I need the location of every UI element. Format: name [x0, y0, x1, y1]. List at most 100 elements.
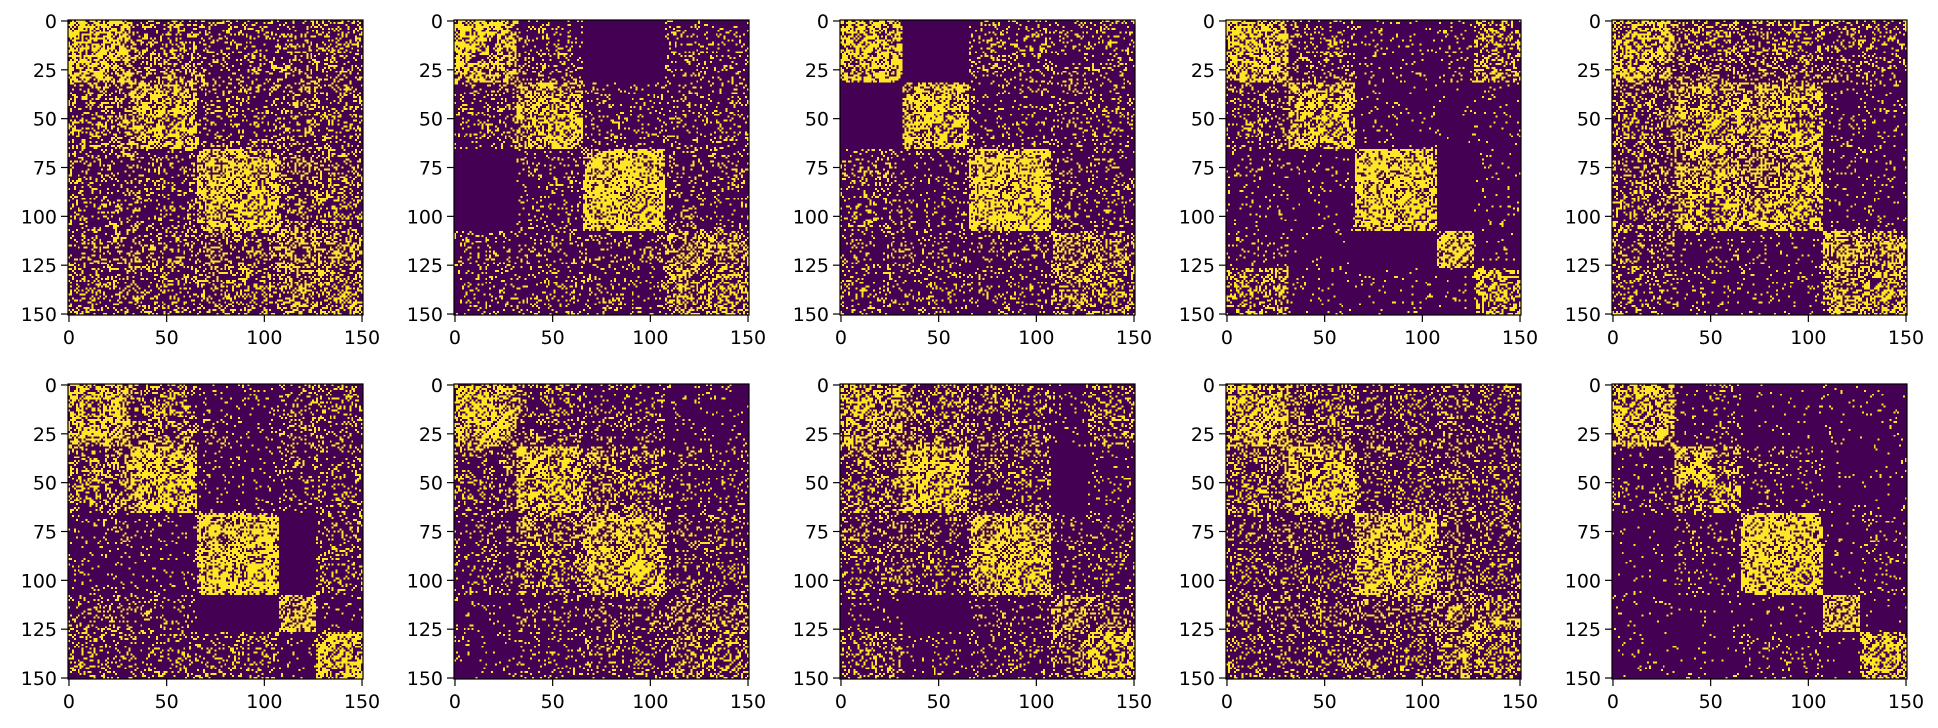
x-tick-label: 150 [1502, 327, 1538, 349]
y-tick-label: 0 [817, 11, 829, 33]
x-tick-label: 150 [344, 691, 380, 713]
adjacency-plot-r2c3: 0 50 100 150 0 25 50 75 100 125 150 [793, 375, 1152, 713]
y-tick-label: 0 [431, 375, 443, 397]
y-tick-label: 125 [1565, 255, 1601, 277]
heatmap-image [68, 384, 363, 679]
x-tick-label: 0 [1221, 327, 1233, 349]
adjacency-panel-r2c3: 0 50 100 150 0 25 50 75 100 125 150 [772, 364, 1152, 724]
y-tick-label: 25 [1191, 60, 1215, 82]
y-tick-label: 25 [805, 424, 829, 446]
y-tick-label: 50 [805, 109, 829, 131]
y-tick-label: 0 [1203, 11, 1215, 33]
y-tick-label: 100 [1565, 206, 1601, 228]
y-tick-label: 50 [33, 109, 57, 131]
adjacency-panel-r1c5: 0 50 100 150 0 25 50 75 100 125 150 [1544, 0, 1924, 360]
y-tick-label: 150 [1179, 304, 1215, 326]
y-tick-label: 125 [407, 619, 443, 641]
x-tick-label: 0 [835, 691, 847, 713]
x-tick-label: 0 [449, 691, 461, 713]
y-tick-label: 150 [1179, 668, 1215, 690]
y-tick-label: 50 [805, 473, 829, 495]
y-tick-label: 25 [1577, 60, 1601, 82]
x-tick-label: 0 [835, 327, 847, 349]
heatmap-image [840, 20, 1135, 315]
x-tick-label: 50 [541, 691, 565, 713]
y-tick-label: 0 [45, 375, 57, 397]
adjacency-panel-r2c5: 0 50 100 150 0 25 50 75 100 125 150 [1544, 364, 1924, 724]
y-tick-label: 150 [1565, 668, 1601, 690]
y-tick-label: 125 [21, 255, 57, 277]
y-tick-label: 125 [1179, 255, 1215, 277]
x-tick-label: 100 [1790, 327, 1826, 349]
y-tick-label: 25 [33, 424, 57, 446]
y-tick-label: 25 [419, 60, 443, 82]
x-tick-label: 50 [1313, 327, 1337, 349]
adjacency-panel-r1c4: 0 50 100 150 0 25 50 75 100 125 150 [1158, 0, 1538, 360]
x-tick-label: 0 [1607, 327, 1619, 349]
x-tick-label: 150 [1116, 691, 1152, 713]
y-tick-label: 150 [793, 668, 829, 690]
y-tick-label: 75 [1577, 522, 1601, 544]
y-tick-label: 125 [793, 255, 829, 277]
y-tick-label: 0 [45, 11, 57, 33]
y-tick-label: 100 [21, 206, 57, 228]
y-tick-label: 100 [407, 206, 443, 228]
heatmap-image [454, 384, 749, 679]
x-tick-label: 100 [1018, 691, 1054, 713]
adjacency-plot-r2c5: 0 50 100 150 0 25 50 75 100 125 150 [1565, 375, 1924, 713]
y-tick-label: 50 [33, 473, 57, 495]
heatmap-image [1226, 384, 1521, 679]
y-tick-label: 75 [419, 522, 443, 544]
adjacency-plot-r2c4: 0 50 100 150 0 25 50 75 100 125 150 [1179, 375, 1538, 713]
y-tick-label: 0 [817, 375, 829, 397]
heatmap-image [1612, 20, 1907, 315]
y-tick-label: 0 [1589, 375, 1601, 397]
x-tick-label: 50 [541, 327, 565, 349]
heatmap-image [454, 20, 749, 315]
adjacency-panel-r1c2: 0 50 100 150 0 25 50 75 100 125 150 [386, 0, 766, 360]
x-tick-label: 0 [63, 691, 75, 713]
adjacency-plot-r1c5: 0 50 100 150 0 25 50 75 100 125 150 [1565, 11, 1924, 349]
y-tick-label: 150 [793, 304, 829, 326]
x-tick-label: 100 [1018, 327, 1054, 349]
x-tick-label: 50 [155, 327, 179, 349]
x-tick-label: 50 [1313, 691, 1337, 713]
y-tick-label: 75 [1191, 522, 1215, 544]
adjacency-panel-r2c2: 0 50 100 150 0 25 50 75 100 125 150 [386, 364, 766, 724]
x-tick-label: 100 [246, 327, 282, 349]
y-tick-label: 100 [407, 570, 443, 592]
y-tick-label: 25 [1577, 424, 1601, 446]
y-tick-label: 50 [1191, 109, 1215, 131]
y-tick-label: 25 [419, 424, 443, 446]
y-tick-label: 150 [407, 304, 443, 326]
y-tick-label: 0 [1203, 375, 1215, 397]
y-tick-label: 75 [1577, 158, 1601, 180]
x-tick-label: 150 [1116, 327, 1152, 349]
y-tick-label: 150 [407, 668, 443, 690]
adjacency-plot-r1c4: 0 50 100 150 0 25 50 75 100 125 150 [1179, 11, 1538, 349]
y-tick-label: 75 [33, 522, 57, 544]
y-tick-label: 100 [1179, 206, 1215, 228]
y-tick-label: 25 [805, 60, 829, 82]
x-tick-label: 50 [1699, 691, 1723, 713]
y-tick-label: 25 [1191, 424, 1215, 446]
heatmap-image [840, 384, 1135, 679]
x-tick-label: 0 [449, 327, 461, 349]
y-tick-label: 0 [431, 11, 443, 33]
adjacency-plot-r1c3: 0 50 100 150 0 25 50 75 100 125 150 [793, 11, 1152, 349]
y-tick-label: 125 [793, 619, 829, 641]
heatmap-image [1612, 384, 1907, 679]
y-tick-label: 0 [1589, 11, 1601, 33]
heatmap-image [68, 20, 363, 315]
x-tick-label: 150 [730, 691, 766, 713]
adjacency-plot-r2c2: 0 50 100 150 0 25 50 75 100 125 150 [407, 375, 766, 713]
x-tick-label: 0 [1221, 691, 1233, 713]
x-tick-label: 100 [246, 691, 282, 713]
y-tick-label: 125 [1565, 619, 1601, 641]
x-tick-label: 150 [730, 327, 766, 349]
y-tick-label: 50 [419, 109, 443, 131]
y-tick-label: 150 [21, 668, 57, 690]
y-tick-label: 50 [1577, 473, 1601, 495]
x-tick-label: 150 [1888, 691, 1924, 713]
x-tick-label: 100 [632, 327, 668, 349]
